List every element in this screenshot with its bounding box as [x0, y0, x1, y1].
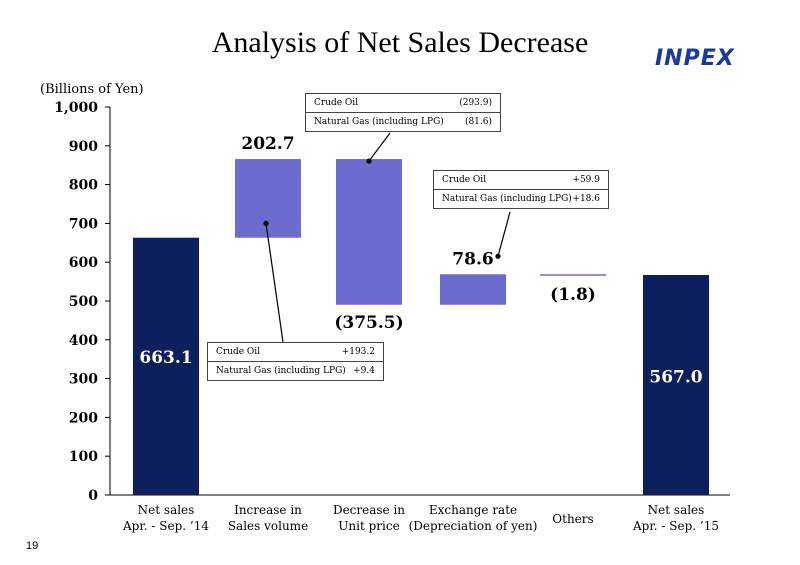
callout-row: Natural Gas (including LPG) +9.4: [208, 361, 383, 380]
inpex-logo: INPEX: [655, 46, 735, 71]
y-tick-label: 900: [69, 139, 98, 155]
bar-value-label: (375.5): [334, 313, 403, 333]
callout-row-value: (81.6): [464, 117, 492, 127]
y-tick-label: 300: [69, 372, 98, 388]
callout-unit-price: Crude Oil (293.9) Natural Gas (including …: [305, 93, 501, 132]
x-category-label: Apr. - Sep. ’15: [632, 519, 719, 533]
y-tick-label: 600: [69, 255, 98, 271]
callout-row: Crude Oil +193.2: [208, 343, 383, 361]
callout-row-value: (293.9): [459, 98, 492, 108]
callout-exchange-rate: Crude Oil +59.9 Natural Gas (including LP…: [433, 170, 609, 209]
callout-row-value: +193.2: [341, 347, 375, 357]
total-bar: [643, 275, 709, 495]
x-category-label: Increase in: [234, 503, 302, 517]
x-category-label: Sales volume: [228, 519, 308, 533]
callout-row-value: +18.6: [572, 194, 600, 204]
y-tick-label: 0: [88, 488, 98, 504]
callout-connector-line: [497, 211, 511, 257]
x-category-label: Net sales: [138, 503, 195, 517]
callout-connector-line: [265, 223, 284, 343]
callout-row: Crude Oil +59.9: [434, 171, 608, 189]
x-category-label: Unit price: [338, 519, 399, 533]
callout-row-label: Crude Oil: [314, 98, 359, 108]
callout-row-label: Natural Gas (including LPG): [314, 117, 444, 127]
callout-connector-line: [368, 132, 391, 162]
callout-row: Natural Gas (including LPG) +18.6: [434, 189, 608, 208]
y-tick-label: 800: [69, 178, 98, 194]
y-tick-label: 700: [69, 216, 98, 232]
x-category-label: Apr. - Sep. ’14: [122, 519, 209, 533]
callout-row-label: Crude Oil: [442, 175, 487, 185]
y-axis-title: (Billions of Yen): [40, 82, 144, 97]
page-number: 19: [26, 540, 39, 552]
x-category-label: Others: [552, 512, 593, 526]
callout-connector-dot: [263, 220, 269, 226]
y-tick-label: 400: [69, 333, 98, 349]
callout-connector-dot: [366, 158, 372, 164]
bar-value-label: 78.6: [452, 249, 493, 269]
callout-sales-volume: Crude Oil +193.2 Natural Gas (including L…: [207, 342, 384, 381]
delta-bar: [336, 159, 402, 305]
bar-value-label: 567.0: [649, 367, 702, 387]
y-tick-label: 100: [69, 449, 98, 465]
y-tick-label: 1,000: [54, 100, 98, 116]
bar-value-label: (1.8): [550, 285, 596, 305]
callout-row-value: +9.4: [353, 366, 375, 376]
callout-row: Natural Gas (including LPG) (81.6): [306, 112, 500, 131]
delta-bar: [440, 274, 506, 305]
x-category-label: Exchange rate: [429, 503, 517, 517]
y-tick-label: 200: [69, 410, 98, 426]
delta-bar: [235, 159, 301, 238]
page-title: Analysis of Net Sales Decrease: [211, 26, 589, 59]
total-bar: [133, 237, 199, 495]
delta-bar: [540, 274, 606, 276]
bar-value-label: 202.7: [241, 134, 294, 154]
callout-row-label: Natural Gas (including LPG): [442, 194, 572, 204]
x-category-label: Decrease in: [333, 503, 405, 517]
callout-connector-dot: [495, 253, 501, 259]
callout-row-label: Crude Oil: [216, 347, 261, 357]
bar-value-label: 663.1: [139, 348, 192, 368]
x-category-label: (Depreciation of yen): [409, 519, 538, 533]
callout-row: Crude Oil (293.9): [306, 94, 500, 112]
callout-row-label: Natural Gas (including LPG): [216, 366, 346, 376]
x-category-label: Net sales: [648, 503, 705, 517]
y-tick-label: 500: [69, 294, 98, 310]
callout-row-value: +59.9: [572, 175, 600, 185]
